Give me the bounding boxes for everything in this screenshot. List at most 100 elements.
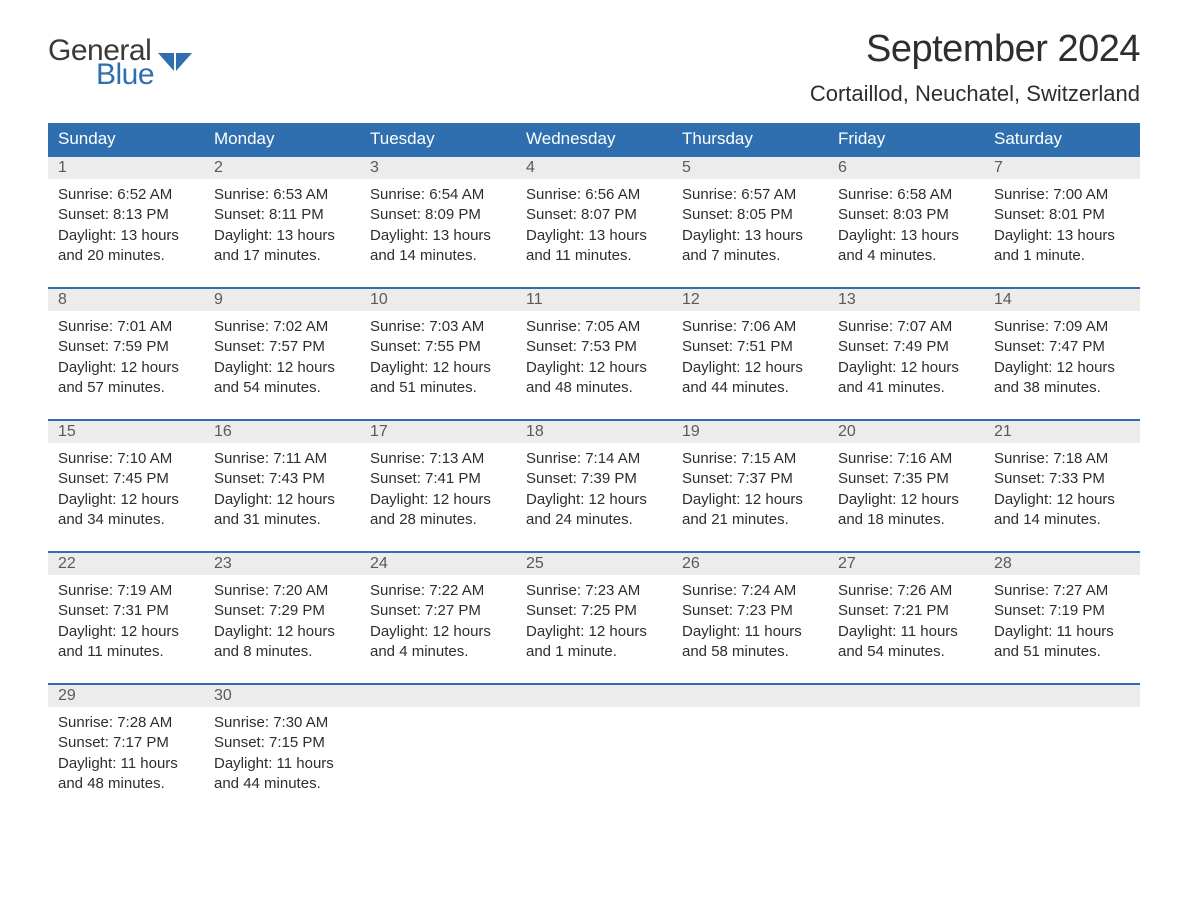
daylight-line-1: Daylight: 13 hours bbox=[214, 226, 350, 246]
daylight-line-2: and 44 minutes. bbox=[682, 378, 818, 398]
sunset-line: Sunset: 7:53 PM bbox=[526, 337, 662, 357]
day-number: 6 bbox=[828, 157, 984, 179]
daylight-line-2: and 4 minutes. bbox=[370, 642, 506, 662]
daylight-line-1: Daylight: 12 hours bbox=[526, 490, 662, 510]
sunrise-line: Sunrise: 7:11 AM bbox=[214, 449, 350, 469]
daylight-line-1: Daylight: 11 hours bbox=[682, 622, 818, 642]
day-cell bbox=[828, 684, 984, 816]
day-number: 7 bbox=[984, 157, 1140, 179]
sunset-line: Sunset: 7:15 PM bbox=[214, 733, 350, 753]
day-body: Sunrise: 7:13 AMSunset: 7:41 PMDaylight:… bbox=[360, 443, 516, 538]
daylight-line-2: and 41 minutes. bbox=[838, 378, 974, 398]
sunrise-line: Sunrise: 7:06 AM bbox=[682, 317, 818, 337]
daylight-line-1: Daylight: 12 hours bbox=[58, 490, 194, 510]
sunrise-line: Sunrise: 7:19 AM bbox=[58, 581, 194, 601]
daylight-line-1: Daylight: 12 hours bbox=[370, 622, 506, 642]
day-number: 2 bbox=[204, 157, 360, 179]
calendar-head: SundayMondayTuesdayWednesdayThursdayFrid… bbox=[48, 123, 1140, 156]
day-cell: 5Sunrise: 6:57 AMSunset: 8:05 PMDaylight… bbox=[672, 156, 828, 288]
day-cell: 14Sunrise: 7:09 AMSunset: 7:47 PMDayligh… bbox=[984, 288, 1140, 420]
daylight-line-2: and 48 minutes. bbox=[58, 774, 194, 794]
day-body: Sunrise: 7:23 AMSunset: 7:25 PMDaylight:… bbox=[516, 575, 672, 670]
daylight-line-1: Daylight: 12 hours bbox=[994, 490, 1130, 510]
daylight-line-2: and 51 minutes. bbox=[994, 642, 1130, 662]
day-header: Friday bbox=[828, 123, 984, 156]
day-header: Monday bbox=[204, 123, 360, 156]
day-number: 15 bbox=[48, 421, 204, 443]
sunset-line: Sunset: 7:37 PM bbox=[682, 469, 818, 489]
day-cell: 9Sunrise: 7:02 AMSunset: 7:57 PMDaylight… bbox=[204, 288, 360, 420]
logo-text: General Blue bbox=[48, 36, 154, 90]
sunrise-line: Sunrise: 6:54 AM bbox=[370, 185, 506, 205]
day-number-empty bbox=[984, 685, 1140, 707]
day-body: Sunrise: 6:53 AMSunset: 8:11 PMDaylight:… bbox=[204, 179, 360, 274]
sunrise-line: Sunrise: 7:28 AM bbox=[58, 713, 194, 733]
day-header: Tuesday bbox=[360, 123, 516, 156]
day-body: Sunrise: 7:09 AMSunset: 7:47 PMDaylight:… bbox=[984, 311, 1140, 406]
daylight-line-1: Daylight: 12 hours bbox=[58, 358, 194, 378]
sunrise-line: Sunrise: 7:23 AM bbox=[526, 581, 662, 601]
sunrise-line: Sunrise: 7:20 AM bbox=[214, 581, 350, 601]
week-row: 15Sunrise: 7:10 AMSunset: 7:45 PMDayligh… bbox=[48, 420, 1140, 552]
logo-mark-icon bbox=[158, 53, 192, 77]
day-number-empty bbox=[672, 685, 828, 707]
daylight-line-2: and 24 minutes. bbox=[526, 510, 662, 530]
day-cell: 3Sunrise: 6:54 AMSunset: 8:09 PMDaylight… bbox=[360, 156, 516, 288]
day-number: 1 bbox=[48, 157, 204, 179]
logo-blue: Blue bbox=[96, 60, 154, 90]
daylight-line-1: Daylight: 13 hours bbox=[994, 226, 1130, 246]
day-cell: 12Sunrise: 7:06 AMSunset: 7:51 PMDayligh… bbox=[672, 288, 828, 420]
day-body: Sunrise: 7:06 AMSunset: 7:51 PMDaylight:… bbox=[672, 311, 828, 406]
sunset-line: Sunset: 7:59 PM bbox=[58, 337, 194, 357]
sunset-line: Sunset: 8:03 PM bbox=[838, 205, 974, 225]
daylight-line-2: and 21 minutes. bbox=[682, 510, 818, 530]
day-number: 24 bbox=[360, 553, 516, 575]
day-number: 30 bbox=[204, 685, 360, 707]
daylight-line-2: and 44 minutes. bbox=[214, 774, 350, 794]
daylight-line-1: Daylight: 11 hours bbox=[214, 754, 350, 774]
day-cell bbox=[984, 684, 1140, 816]
day-number: 9 bbox=[204, 289, 360, 311]
daylight-line-1: Daylight: 13 hours bbox=[370, 226, 506, 246]
daylight-line-1: Daylight: 13 hours bbox=[838, 226, 974, 246]
daylight-line-2: and 14 minutes. bbox=[994, 510, 1130, 530]
sunrise-line: Sunrise: 7:01 AM bbox=[58, 317, 194, 337]
sunrise-line: Sunrise: 7:03 AM bbox=[370, 317, 506, 337]
daylight-line-2: and 34 minutes. bbox=[58, 510, 194, 530]
day-number: 21 bbox=[984, 421, 1140, 443]
daylight-line-2: and 51 minutes. bbox=[370, 378, 506, 398]
week-row: 29Sunrise: 7:28 AMSunset: 7:17 PMDayligh… bbox=[48, 684, 1140, 816]
day-cell: 18Sunrise: 7:14 AMSunset: 7:39 PMDayligh… bbox=[516, 420, 672, 552]
daylight-line-2: and 11 minutes. bbox=[58, 642, 194, 662]
day-cell: 8Sunrise: 7:01 AMSunset: 7:59 PMDaylight… bbox=[48, 288, 204, 420]
day-cell: 28Sunrise: 7:27 AMSunset: 7:19 PMDayligh… bbox=[984, 552, 1140, 684]
daylight-line-2: and 20 minutes. bbox=[58, 246, 194, 266]
day-cell: 17Sunrise: 7:13 AMSunset: 7:41 PMDayligh… bbox=[360, 420, 516, 552]
day-body: Sunrise: 7:18 AMSunset: 7:33 PMDaylight:… bbox=[984, 443, 1140, 538]
day-number: 27 bbox=[828, 553, 984, 575]
daylight-line-1: Daylight: 12 hours bbox=[526, 622, 662, 642]
sunrise-line: Sunrise: 7:09 AM bbox=[994, 317, 1130, 337]
daylight-line-2: and 1 minute. bbox=[526, 642, 662, 662]
day-body: Sunrise: 7:02 AMSunset: 7:57 PMDaylight:… bbox=[204, 311, 360, 406]
day-body: Sunrise: 7:24 AMSunset: 7:23 PMDaylight:… bbox=[672, 575, 828, 670]
day-number: 26 bbox=[672, 553, 828, 575]
daylight-line-2: and 1 minute. bbox=[994, 246, 1130, 266]
day-cell bbox=[516, 684, 672, 816]
daylight-line-1: Daylight: 12 hours bbox=[214, 622, 350, 642]
sunset-line: Sunset: 7:35 PM bbox=[838, 469, 974, 489]
daylight-line-1: Daylight: 12 hours bbox=[994, 358, 1130, 378]
sunset-line: Sunset: 8:01 PM bbox=[994, 205, 1130, 225]
sunset-line: Sunset: 7:43 PM bbox=[214, 469, 350, 489]
day-cell: 25Sunrise: 7:23 AMSunset: 7:25 PMDayligh… bbox=[516, 552, 672, 684]
day-body: Sunrise: 6:52 AMSunset: 8:13 PMDaylight:… bbox=[48, 179, 204, 274]
sunset-line: Sunset: 8:07 PM bbox=[526, 205, 662, 225]
day-number: 19 bbox=[672, 421, 828, 443]
sunset-line: Sunset: 7:41 PM bbox=[370, 469, 506, 489]
sunrise-line: Sunrise: 7:30 AM bbox=[214, 713, 350, 733]
day-body: Sunrise: 7:03 AMSunset: 7:55 PMDaylight:… bbox=[360, 311, 516, 406]
day-number: 3 bbox=[360, 157, 516, 179]
daylight-line-1: Daylight: 11 hours bbox=[838, 622, 974, 642]
daylight-line-1: Daylight: 12 hours bbox=[526, 358, 662, 378]
day-cell bbox=[360, 684, 516, 816]
